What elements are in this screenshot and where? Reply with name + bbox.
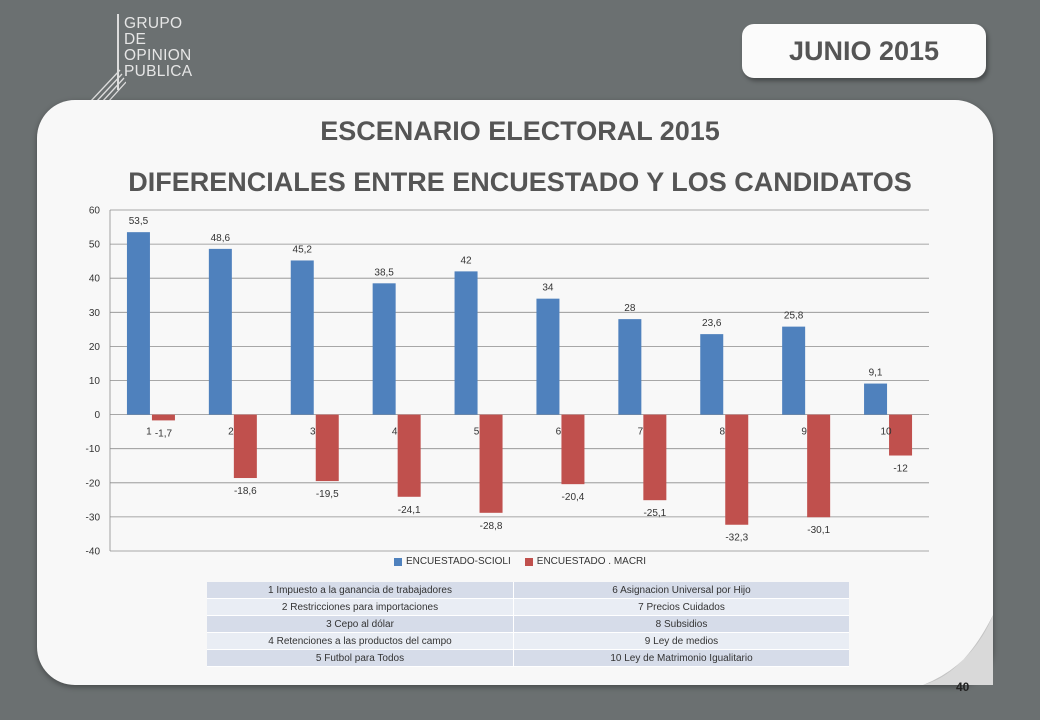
- y-tick-label: 10: [89, 376, 101, 387]
- y-tick-label: 20: [89, 342, 101, 353]
- data-label: -12: [893, 464, 908, 475]
- x-tick-label: 7: [638, 427, 644, 438]
- data-label: -28,8: [480, 521, 503, 532]
- bar-macri: [315, 414, 339, 482]
- bar-scioli: [126, 232, 150, 415]
- y-tick-label: 30: [89, 308, 101, 319]
- bar-scioli: [864, 383, 888, 415]
- data-label: 25,8: [784, 311, 804, 322]
- data-label: 9,1: [869, 368, 883, 379]
- data-label: -30,1: [807, 525, 830, 536]
- data-label: 23,6: [702, 318, 722, 329]
- logo-line: PUBLICA: [124, 63, 193, 80]
- bar-macri: [889, 414, 913, 456]
- category-notes-table: 1 Impuesto a la ganancia de trabajadores…: [207, 582, 849, 667]
- date-badge: JUNIO 2015: [742, 24, 986, 78]
- x-tick-label: 3: [310, 427, 316, 438]
- x-tick-label: 5: [474, 427, 480, 438]
- table-cell: 1 Impuesto a la ganancia de trabajadores: [207, 582, 514, 599]
- legend-label: ENCUESTADO . MACRI: [536, 556, 647, 567]
- bar-macri: [233, 414, 257, 479]
- table-cell: 6 Asignacion Universal por Hijo: [513, 582, 849, 599]
- table-row: 5 Futbol para Todos 10 Ley de Matrimonio…: [207, 649, 849, 667]
- logo: GRUPO DE OPINION PUBLICA: [86, 14, 216, 104]
- bar-macri: [807, 414, 831, 518]
- bar-macri: [561, 414, 585, 485]
- data-label: -18,6: [234, 486, 257, 497]
- data-label: 28: [624, 303, 636, 314]
- data-label: 48,6: [211, 233, 231, 244]
- table-row: 4 Retenciones a las productos del campo …: [207, 632, 849, 650]
- chart-title: DIFERENCIALES ENTRE ENCUESTADO Y LOS CAN…: [128, 167, 912, 197]
- legend-swatch: [524, 557, 533, 566]
- bar-macri: [151, 414, 175, 421]
- table-row: 1 Impuesto a la ganancia de trabajadores…: [207, 582, 849, 599]
- page-curl-icon: [923, 615, 993, 685]
- logo-text: GRUPO DE OPINION PUBLICA: [124, 16, 192, 80]
- data-label: -20,4: [562, 492, 585, 503]
- data-label: -24,1: [398, 505, 421, 516]
- page-number: 40: [956, 680, 970, 694]
- table-row: 3 Cepo al dólar 8 Subsidios: [207, 615, 849, 633]
- bar-macri: [397, 414, 421, 497]
- table-cell: 9 Ley de medios: [513, 632, 849, 650]
- legend-item-macri: ENCUESTADO . MACRI: [524, 556, 647, 567]
- data-label: -1,7: [155, 428, 173, 439]
- logo-mark-icon: [89, 14, 126, 103]
- table-cell: 8 Subsidios: [513, 615, 849, 633]
- data-label: 38,5: [374, 267, 394, 278]
- x-tick-label: 10: [880, 427, 892, 438]
- data-label: 45,2: [293, 244, 313, 255]
- y-tick-label: 40: [89, 274, 101, 285]
- bar-macri: [725, 414, 749, 525]
- legend-label: ENCUESTADO-SCIOLI: [405, 556, 511, 567]
- x-tick-label: 2: [228, 427, 234, 438]
- bar-scioli: [454, 271, 478, 415]
- table-cell: 3 Cepo al dólar: [207, 615, 514, 633]
- y-tick-label: -20: [86, 478, 101, 489]
- slide-title: ESCENARIO ELECTORAL 2015: [320, 116, 720, 146]
- legend-item-scioli: ENCUESTADO-SCIOLI: [393, 556, 511, 567]
- bar-macri: [479, 414, 503, 513]
- y-tick-label: -40: [86, 547, 101, 558]
- y-tick-label: 0: [94, 410, 100, 421]
- data-label: 34: [542, 283, 554, 294]
- table-cell: 5 Futbol para Todos: [207, 649, 514, 667]
- data-label: -19,5: [316, 489, 339, 500]
- table-cell: 7 Precios Cuidados: [513, 598, 849, 616]
- x-tick-label: 9: [801, 427, 807, 438]
- data-label: -25,1: [643, 508, 666, 519]
- bar-scioli: [700, 334, 724, 415]
- logo-line: OPINION: [124, 47, 192, 64]
- bar-scioli: [782, 326, 806, 415]
- bar-scioli: [372, 283, 396, 415]
- table-row: 2 Restricciones para importaciones 7 Pre…: [207, 598, 849, 616]
- logo-line: GRUPO: [124, 15, 183, 32]
- bar-chart: 60 50 40 30 20 10 0 -10 -20 -30 -40 53,5 -1,71 48,6 -1…: [86, 206, 929, 558]
- y-tick-label: 50: [89, 240, 101, 251]
- bar-scioli: [618, 319, 642, 415]
- legend-swatch: [393, 557, 402, 566]
- bar-scioli: [290, 260, 314, 415]
- chart-legend: ENCUESTADO-SCIOLI ENCUESTADO . MACRI: [0, 556, 1040, 567]
- x-tick-label: 6: [556, 427, 562, 438]
- table-cell: 10 Ley de Matrimonio Igualitario: [513, 649, 849, 667]
- y-tick-label: -30: [86, 512, 101, 523]
- data-label: -32,3: [725, 533, 748, 544]
- table-cell: 4 Retenciones a las productos del campo: [207, 632, 514, 650]
- x-tick-label: 4: [392, 427, 398, 438]
- x-tick-label: 1: [146, 427, 152, 438]
- table-cell: 2 Restricciones para importaciones: [207, 598, 514, 616]
- bar-macri: [643, 414, 667, 501]
- bar-scioli: [536, 298, 560, 415]
- y-tick-label: 60: [89, 206, 101, 217]
- data-label: 42: [460, 255, 472, 266]
- logo-line: DE: [124, 31, 147, 48]
- data-label: 53,5: [129, 216, 149, 227]
- x-tick-label: 8: [719, 427, 725, 438]
- y-tick-label: -10: [86, 444, 101, 455]
- bar-scioli: [208, 248, 232, 415]
